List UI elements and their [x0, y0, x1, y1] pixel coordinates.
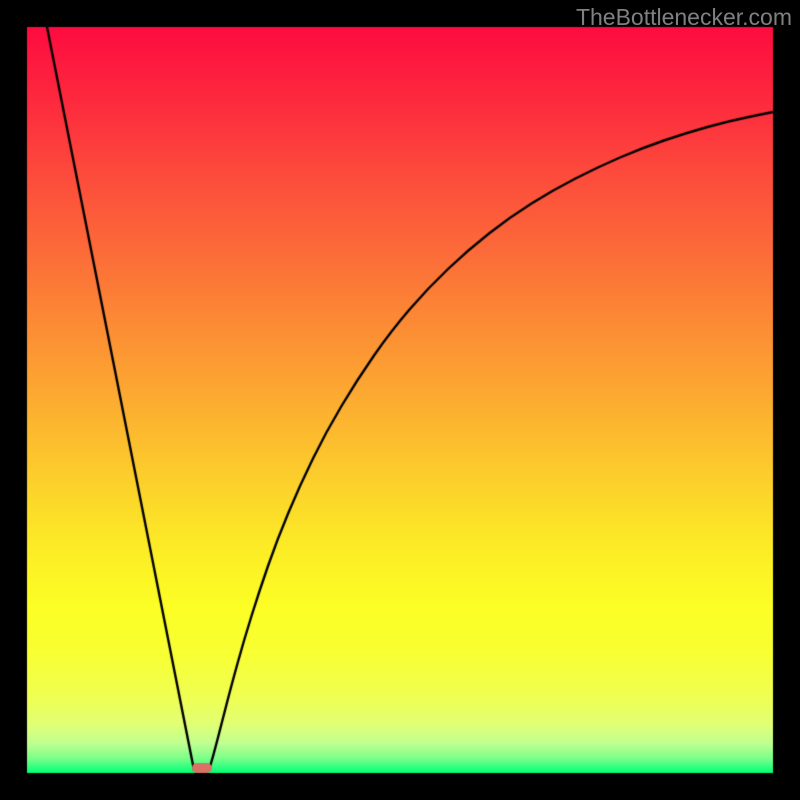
- watermark-text: TheBottlenecker.com: [576, 4, 792, 31]
- bottleneck-chart-canvas: [0, 0, 800, 800]
- chart-container: TheBottlenecker.com: [0, 0, 800, 800]
